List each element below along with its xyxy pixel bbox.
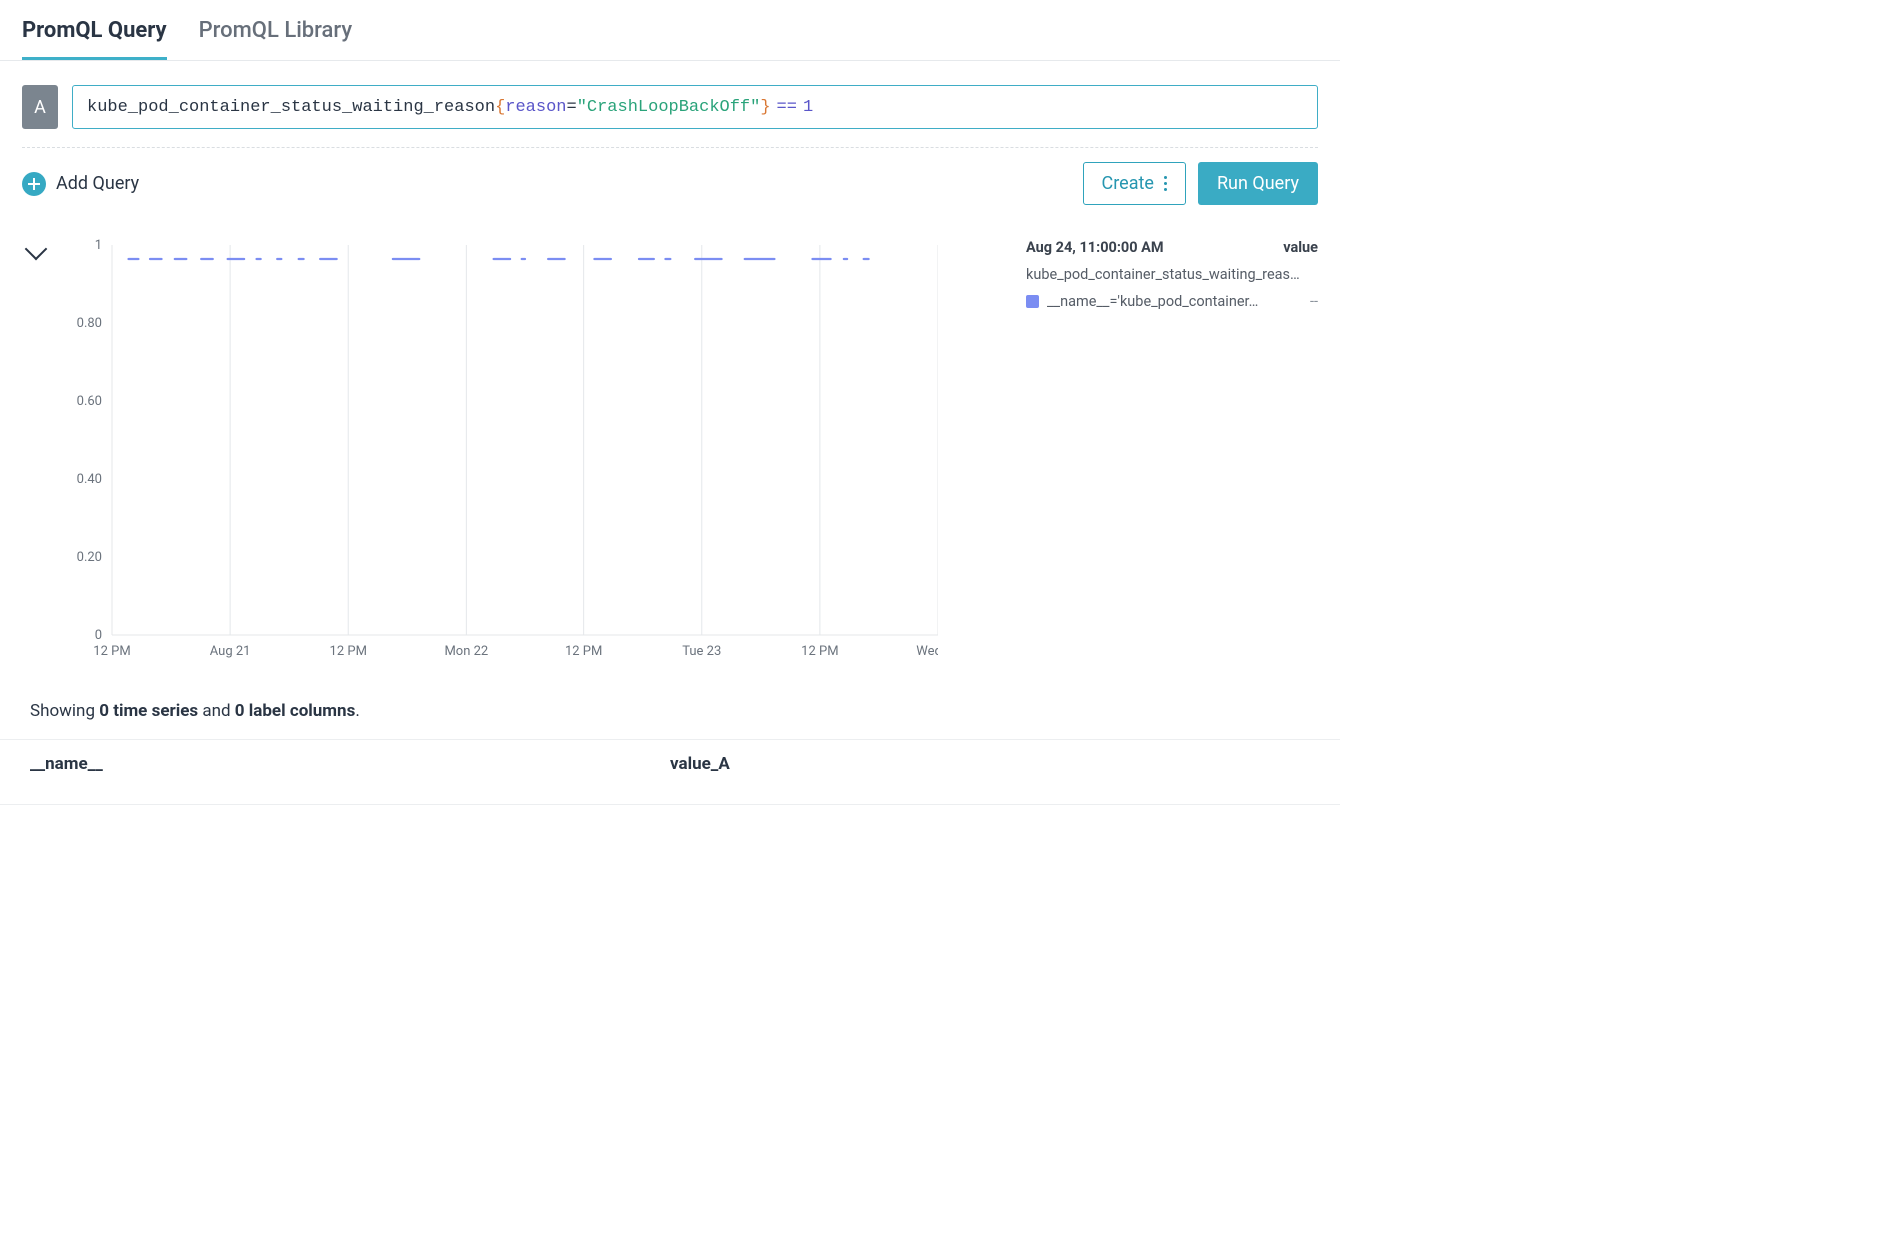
promql-input[interactable]: kube_pod_container_status_waiting_reason…	[72, 85, 1318, 129]
timeseries-chart: 12 PM Aug 21 12 PM Mon 22 12 PM Tue 23 12 PM We…	[58, 239, 938, 669]
query-id-badge: A	[22, 85, 58, 129]
svg-text:12 PM: 12 PM	[330, 644, 367, 659]
legend-item-label: __name__='kube_pod_container…	[1047, 293, 1302, 310]
legend-value-header: value	[1283, 239, 1318, 256]
svg-text:0.80: 0.80	[77, 316, 102, 331]
svg-text:0.40: 0.40	[77, 472, 102, 487]
summary-ts-count: 0 time series	[99, 701, 198, 721]
token-brace-open: {	[495, 98, 505, 117]
summary-prefix: Showing	[30, 701, 99, 721]
svg-text:12 PM: 12 PM	[801, 644, 838, 659]
svg-text:Mon 22: Mon 22	[444, 644, 488, 659]
token-operator: ==	[777, 98, 797, 117]
run-query-button[interactable]: Run Query	[1198, 162, 1318, 205]
summary-suffix: .	[355, 701, 359, 721]
token-metric: kube_pod_container_status_waiting_reason	[87, 98, 495, 117]
token-label-value: "CrashLoopBackOff"	[577, 98, 761, 117]
token-label-key: reason	[505, 98, 566, 117]
summary-mid: and	[198, 701, 235, 721]
legend: Aug 24, 11:00:00 AM value kube_pod_conta…	[1008, 239, 1318, 669]
plus-icon	[22, 172, 46, 196]
create-label: Create	[1102, 173, 1154, 194]
create-button[interactable]: Create	[1083, 162, 1186, 205]
actions-row: Add Query Create Run Query	[0, 148, 1340, 219]
more-icon	[1164, 176, 1167, 191]
chevron-down-icon[interactable]	[25, 238, 48, 261]
tab-promql-query[interactable]: PromQL Query	[22, 18, 167, 60]
svg-text:0.60: 0.60	[77, 394, 102, 409]
svg-text:0: 0	[95, 628, 102, 643]
token-brace-close: }	[760, 98, 770, 117]
add-query-label: Add Query	[56, 173, 139, 194]
svg-text:0.20: 0.20	[77, 550, 102, 565]
tab-promql-library[interactable]: PromQL Library	[199, 18, 353, 60]
legend-timestamp: Aug 24, 11:00:00 AM	[1026, 239, 1164, 256]
svg-text:12 PM: 12 PM	[565, 644, 602, 659]
chart-area: 12 PM Aug 21 12 PM Mon 22 12 PM Tue 23 12 PM We…	[0, 219, 1340, 669]
add-query-button[interactable]: Add Query	[22, 172, 139, 196]
tab-bar: PromQL Query PromQL Library	[0, 0, 1340, 61]
legend-swatch	[1026, 295, 1039, 308]
result-summary: Showing 0 time series and 0 label column…	[0, 669, 1340, 731]
result-table-header: __name__ value_A	[0, 739, 1340, 805]
token-number: 1	[803, 98, 813, 117]
legend-item-value: --	[1310, 293, 1318, 310]
col-name[interactable]: __name__	[30, 754, 670, 774]
query-row: A kube_pod_container_status_waiting_reas…	[0, 61, 1340, 147]
svg-text:Tue 23: Tue 23	[682, 644, 721, 659]
legend-metric: kube_pod_container_status_waiting_reas…	[1026, 266, 1318, 283]
summary-lbl-count: 0 label columns	[235, 701, 356, 721]
svg-text:Aug 21: Aug 21	[210, 644, 251, 659]
svg-text:Wed 24: Wed 24	[916, 644, 938, 659]
legend-item[interactable]: __name__='kube_pod_container… --	[1026, 293, 1318, 310]
svg-text:1: 1	[95, 239, 102, 253]
col-value-a[interactable]: value_A	[670, 754, 1310, 774]
token-assign: =	[567, 98, 577, 117]
svg-text:12 PM: 12 PM	[93, 644, 130, 659]
